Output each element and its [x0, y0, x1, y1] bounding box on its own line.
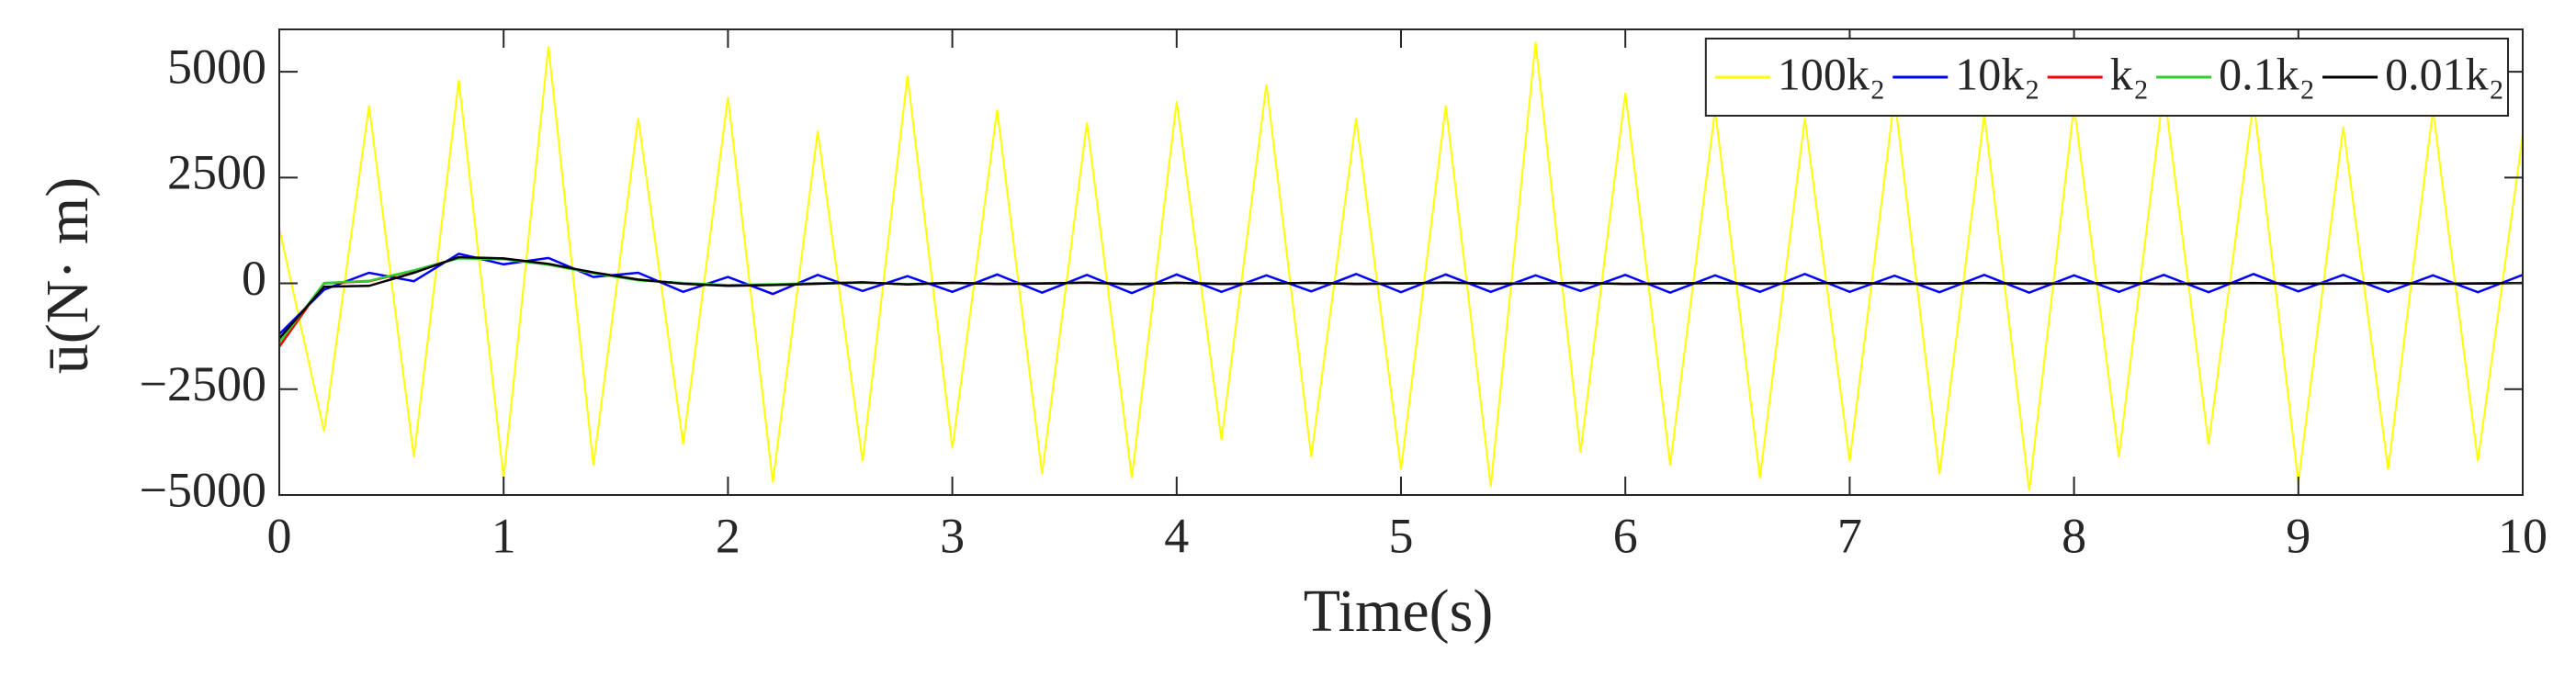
legend-text: 10k₂ [1955, 48, 2039, 99]
series-line [279, 41, 2523, 491]
series-line [279, 252, 2523, 335]
legend-text: 0.01k₂ [2385, 48, 2504, 99]
y-tick-label: −5000 [140, 462, 266, 517]
x-tick-label: 3 [940, 508, 965, 563]
x-tick-label: 4 [1164, 508, 1189, 563]
x-tick-label: 2 [716, 508, 740, 563]
y-axis-label: ū(N· m) [34, 177, 101, 374]
x-tick-label: 6 [1613, 508, 1638, 563]
x-tick-label: 10 [2498, 508, 2548, 563]
y-tick-label: 0 [242, 251, 266, 306]
plot-lines [279, 41, 2523, 491]
y-tick-label: 2500 [167, 145, 266, 200]
y-tick-label: 5000 [167, 39, 266, 94]
x-tick-label: 7 [1837, 508, 1862, 563]
x-tick-label: 0 [267, 508, 292, 563]
x-tick-label: 1 [491, 508, 516, 563]
x-axis-label: Time(s) [1304, 578, 1494, 645]
legend: 100k₂ 10k₂ k₂ 0.1k₂ 0.01k₂ [1704, 38, 2509, 117]
legend-text: 100k₂ [1778, 48, 1885, 99]
y-tick-label: −2500 [140, 356, 266, 411]
x-tick-label: 8 [2062, 508, 2086, 563]
x-tick-label: 9 [2286, 508, 2310, 563]
legend-text: 0.1k₂ [2219, 48, 2315, 99]
series-line [279, 255, 2523, 340]
x-tick-label: 5 [1389, 508, 1414, 563]
legend-text: k₂ [2110, 48, 2149, 99]
